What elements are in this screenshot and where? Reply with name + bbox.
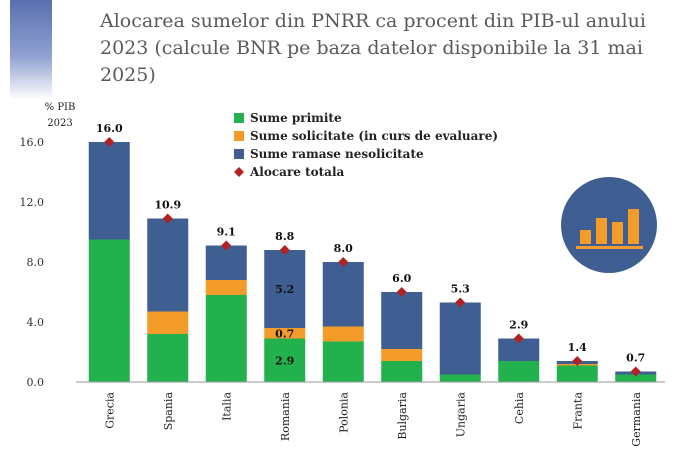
y-tick-label: 4.0	[27, 316, 45, 329]
total-marker	[104, 137, 115, 147]
bar-segment-ramase	[88, 142, 130, 240]
total-value-label: 0.7	[626, 352, 645, 365]
x-category-label: Cehia	[513, 392, 526, 425]
bar-segment-primite	[322, 341, 364, 382]
x-category-label: Franta	[571, 392, 584, 430]
total-marker	[396, 287, 407, 297]
total-marker	[455, 297, 466, 308]
total-value-label: 1.4	[568, 341, 587, 354]
y-axis-unit-label: % PIB 2023	[45, 102, 76, 129]
bar-segment-ramase	[498, 338, 540, 361]
bar-segment-ramase	[439, 302, 481, 375]
x-category-label: Grecia	[103, 392, 116, 429]
bar-segment-solicitate	[264, 328, 306, 339]
legend-label-total: Alocare totala	[249, 165, 345, 179]
icon-circle	[561, 177, 657, 273]
bar-segment-primite	[88, 239, 130, 382]
total-marker	[572, 356, 583, 366]
total-value-label: 6.0	[392, 272, 411, 285]
icon-bar	[628, 209, 639, 244]
total-value-label: 8.0	[334, 242, 353, 255]
x-category-label: Romania	[279, 392, 292, 441]
legend-swatch-total	[234, 167, 244, 177]
total-value-label: 9.1	[217, 226, 236, 239]
chart-title-line2: 2023 (calcule BNR pe baza datelor dispon…	[100, 37, 643, 86]
bar-segment-primite	[264, 338, 306, 382]
bar-segment-primite	[556, 365, 598, 382]
y-tick-label: 8.0	[27, 256, 45, 269]
segment-value-label: 0.7	[275, 327, 294, 340]
bar-segment-primite	[381, 361, 423, 382]
accent-bar	[10, 0, 52, 100]
y-tick-label: 0.0	[27, 376, 45, 389]
bar-segment-primite	[147, 334, 189, 382]
y-tick-label: 12.0	[20, 196, 45, 209]
legend-label-primite: Sume primite	[250, 111, 342, 125]
y-unit-line2: 2023	[47, 118, 72, 129]
legend-swatch-primite	[234, 113, 244, 123]
bar-segment-ramase	[322, 262, 364, 327]
total-value-label: 8.8	[275, 230, 294, 243]
y-tick-label: 16.0	[20, 136, 45, 149]
bar-segment-ramase	[381, 292, 423, 349]
total-marker	[338, 257, 349, 267]
x-axis: Grecia Spania Italia Romania Polonia Bulgaria…	[76, 381, 665, 447]
bar-segment-solicitate	[322, 326, 364, 342]
total-marker	[162, 213, 173, 224]
bar-segment-ramase	[147, 218, 189, 312]
total-value-label: 5.3	[451, 283, 470, 296]
bars-group: 16.0 10.9 9.1 8.8 5.2 0.7 2.9 8.0 6.0 5.3 2.9 1.4 0.…	[88, 122, 657, 382]
total-marker	[279, 245, 290, 255]
bar-segment-primite	[615, 374, 657, 382]
x-category-label: Ungaria	[454, 392, 467, 438]
chart-title: Alocarea sumelor din PNRR ca procent din…	[100, 8, 690, 89]
segment-value-label: 5.2	[275, 283, 294, 296]
bar-segment-primite	[439, 374, 481, 382]
icon-bar	[580, 230, 591, 244]
bar-segment-primite	[498, 361, 540, 382]
bar-segment-solicitate	[205, 280, 247, 295]
total-value-label: 16.0	[96, 122, 123, 135]
icon-bar	[612, 222, 623, 244]
chart-title-line1: Alocarea sumelor din PNRR ca procent din…	[100, 10, 646, 32]
bar-chart-icon	[561, 177, 657, 273]
bar-segment-solicitate	[147, 311, 189, 334]
legend-label-solicitate: Sume solicitate (in curs de evaluare)	[250, 129, 498, 143]
icon-baseline	[576, 246, 643, 249]
legend: Sume primite Sume solicitate (in curs de …	[234, 111, 498, 179]
legend-swatch-ramase	[234, 149, 244, 159]
icon-bar	[596, 218, 607, 244]
x-category-label: Italia	[220, 392, 233, 421]
bar-segment-primite	[205, 295, 247, 382]
bar-segment-ramase	[205, 245, 247, 280]
x-category-label: Germania	[630, 392, 643, 447]
total-value-label: 2.9	[509, 319, 528, 332]
y-axis: 0.0 4.0 8.0 12.0 16.0	[20, 136, 45, 389]
legend-label-ramase: Sume ramase nesolicitate	[250, 147, 424, 161]
x-category-label: Spania	[162, 392, 175, 431]
bar-segment-solicitate	[381, 349, 423, 361]
bar-segment-ramase	[264, 250, 306, 328]
total-marker	[513, 333, 524, 344]
x-category-label: Polonia	[337, 392, 350, 433]
total-marker	[221, 240, 232, 251]
x-category-label: Bulgaria	[396, 392, 409, 440]
total-value-label: 10.9	[154, 199, 181, 212]
total-marker	[630, 366, 641, 377]
legend-swatch-solicitate	[234, 131, 244, 141]
segment-value-label: 2.9	[275, 355, 294, 368]
y-unit-line1: % PIB	[45, 102, 76, 113]
